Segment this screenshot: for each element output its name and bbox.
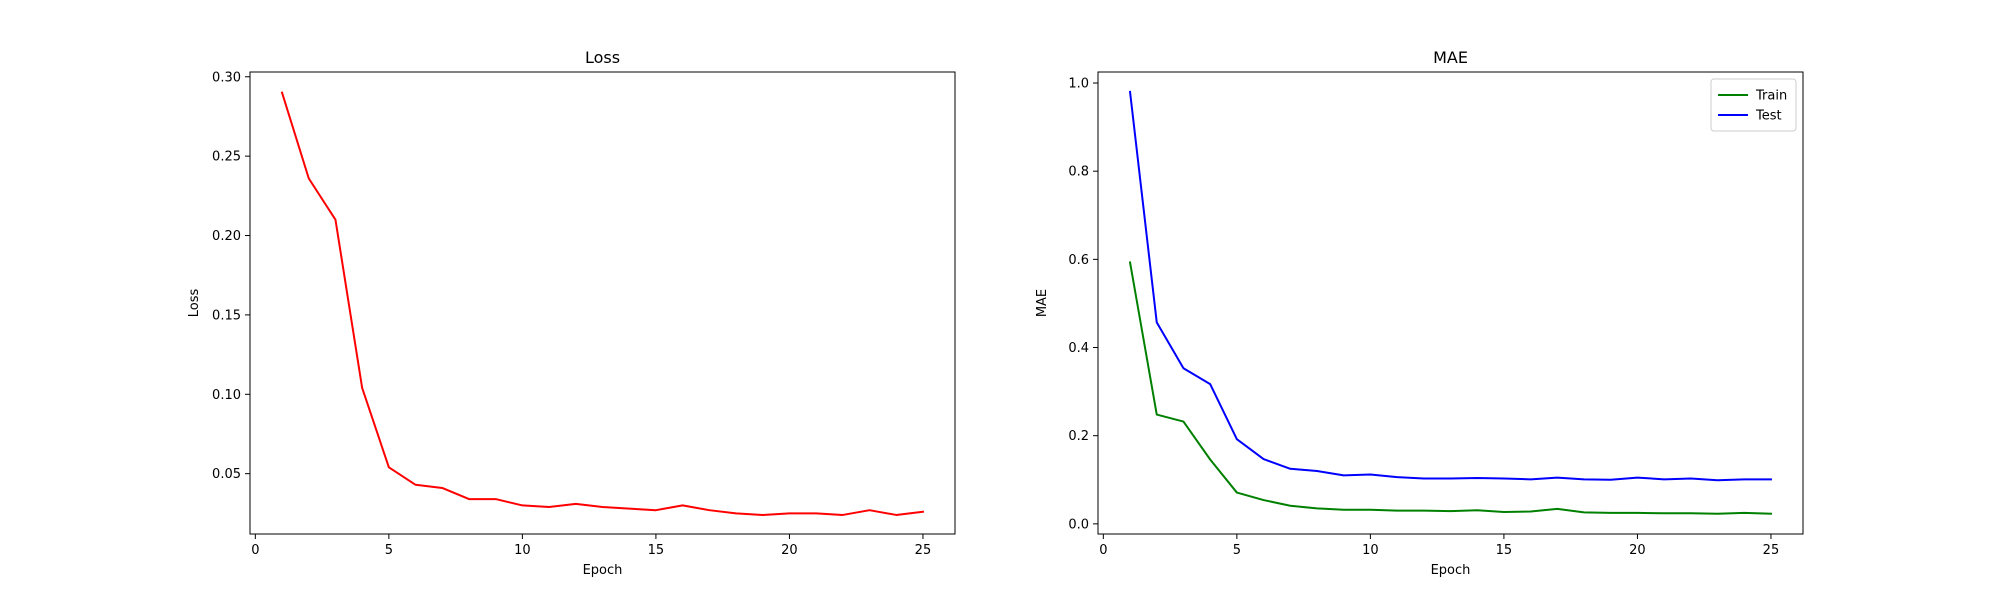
x-tick-label: 25 <box>1763 543 1780 558</box>
series-line-train <box>1128 261 1772 515</box>
y-tick-label: 0.0 <box>1068 517 1089 532</box>
plot-frame <box>1097 71 1804 535</box>
x-tick-label: 10 <box>514 543 531 558</box>
y-tick-label: 0.2 <box>1068 429 1089 444</box>
x-tick-label: 0 <box>1099 543 1107 558</box>
loss-chart: Loss 0 5 10 15 20 25 0.05 0.10 0.15 0.20 0.25 0.30 Ep… <box>187 48 956 578</box>
x-axis-label: Epoch <box>583 563 623 578</box>
x-tick-label: 15 <box>648 543 665 558</box>
plot-frame <box>249 71 956 535</box>
x-tick-label: 15 <box>1496 543 1513 558</box>
y-tick-label: 1.0 <box>1068 77 1089 92</box>
chart-title: Loss <box>585 48 620 67</box>
chart-title: MAE <box>1433 48 1468 67</box>
x-tick-label: 10 <box>1362 543 1379 558</box>
y-tick-label: 0.6 <box>1068 253 1089 268</box>
y-tick-label: 0.05 <box>212 467 241 482</box>
y-tick-label: 0.15 <box>212 308 241 323</box>
x-tick-label: 0 <box>251 543 259 558</box>
legend-box <box>1710 78 1797 132</box>
legend: Train Test <box>1710 78 1797 132</box>
x-tick-label: 5 <box>385 543 393 558</box>
series-line-test <box>1128 90 1772 482</box>
x-tick-label: 5 <box>1233 543 1241 558</box>
y-tick-label: 0.30 <box>212 70 241 85</box>
series-line-0 <box>280 91 925 516</box>
x-tick-label: 20 <box>1629 543 1646 558</box>
y-tick-label: 0.8 <box>1068 165 1089 180</box>
y-tick-label: 0.10 <box>212 388 241 403</box>
y-tick-label: 0.4 <box>1068 341 1089 356</box>
y-tick-label: 0.25 <box>212 150 241 165</box>
mae-chart: MAE 0 5 10 15 20 25 0.0 0.2 0.4 0.6 0.8 1.0 Epoch MAE T… <box>1035 48 1804 578</box>
x-tick-label: 25 <box>915 543 932 558</box>
x-tick-label: 20 <box>781 543 798 558</box>
y-axis-label: Loss <box>187 289 202 318</box>
y-tick-label: 0.20 <box>212 229 241 244</box>
legend-label: Test <box>1755 109 1782 124</box>
y-axis-label: MAE <box>1035 289 1050 317</box>
legend-label: Train <box>1755 89 1787 104</box>
x-axis-label: Epoch <box>1431 563 1471 578</box>
